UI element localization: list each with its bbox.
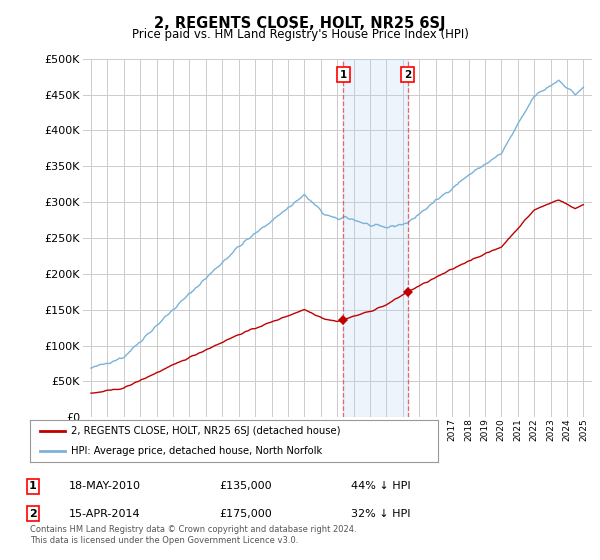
Text: 2, REGENTS CLOSE, HOLT, NR25 6SJ (detached house): 2, REGENTS CLOSE, HOLT, NR25 6SJ (detach…: [71, 426, 340, 436]
Text: £135,000: £135,000: [219, 481, 272, 491]
Text: HPI: Average price, detached house, North Norfolk: HPI: Average price, detached house, Nort…: [71, 446, 322, 456]
Text: 1: 1: [340, 69, 347, 80]
Text: 2, REGENTS CLOSE, HOLT, NR25 6SJ: 2, REGENTS CLOSE, HOLT, NR25 6SJ: [154, 16, 446, 31]
Text: 2: 2: [404, 69, 411, 80]
Text: £175,000: £175,000: [219, 508, 272, 519]
Text: 15-APR-2014: 15-APR-2014: [69, 508, 140, 519]
Text: 44% ↓ HPI: 44% ↓ HPI: [351, 481, 410, 491]
Text: Price paid vs. HM Land Registry's House Price Index (HPI): Price paid vs. HM Land Registry's House …: [131, 28, 469, 41]
Text: 18-MAY-2010: 18-MAY-2010: [69, 481, 141, 491]
Text: 1: 1: [29, 481, 37, 491]
Text: 32% ↓ HPI: 32% ↓ HPI: [351, 508, 410, 519]
Bar: [343, 59, 407, 417]
Text: Contains HM Land Registry data © Crown copyright and database right 2024.
This d: Contains HM Land Registry data © Crown c…: [30, 525, 356, 545]
Text: 2: 2: [29, 508, 37, 519]
